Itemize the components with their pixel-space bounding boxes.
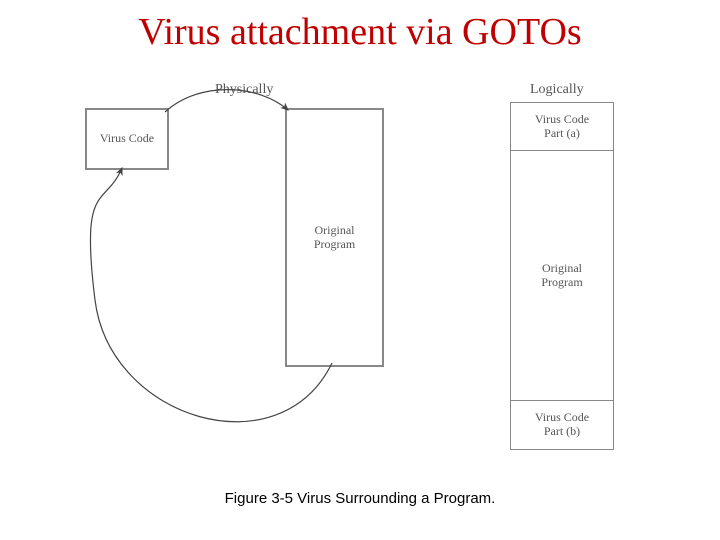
slide-title: Virus attachment via GOTOs — [0, 10, 720, 54]
slide-root: Virus attachment via GOTOs Physically Lo… — [0, 0, 720, 540]
box-virus-code: Virus Code — [85, 108, 169, 170]
box-original-program-physical-text: OriginalProgram — [314, 224, 355, 252]
label-logically: Logically — [530, 82, 584, 98]
box-original-program-logical-text: OriginalProgram — [541, 262, 582, 290]
box-original-program-physical: OriginalProgram — [285, 108, 384, 367]
box-virus-part-a: Virus CodePart (a) — [510, 102, 614, 152]
box-virus-part-b-text: Virus CodePart (b) — [535, 411, 589, 439]
box-original-program-logical: OriginalProgram — [510, 150, 614, 402]
box-virus-part-b: Virus CodePart (b) — [510, 400, 614, 450]
box-virus-part-a-text: Virus CodePart (a) — [535, 113, 589, 141]
figure-caption: Figure 3-5 Virus Surrounding a Program. — [0, 490, 720, 507]
box-virus-code-text: Virus Code — [100, 132, 154, 146]
label-physically: Physically — [215, 82, 273, 98]
